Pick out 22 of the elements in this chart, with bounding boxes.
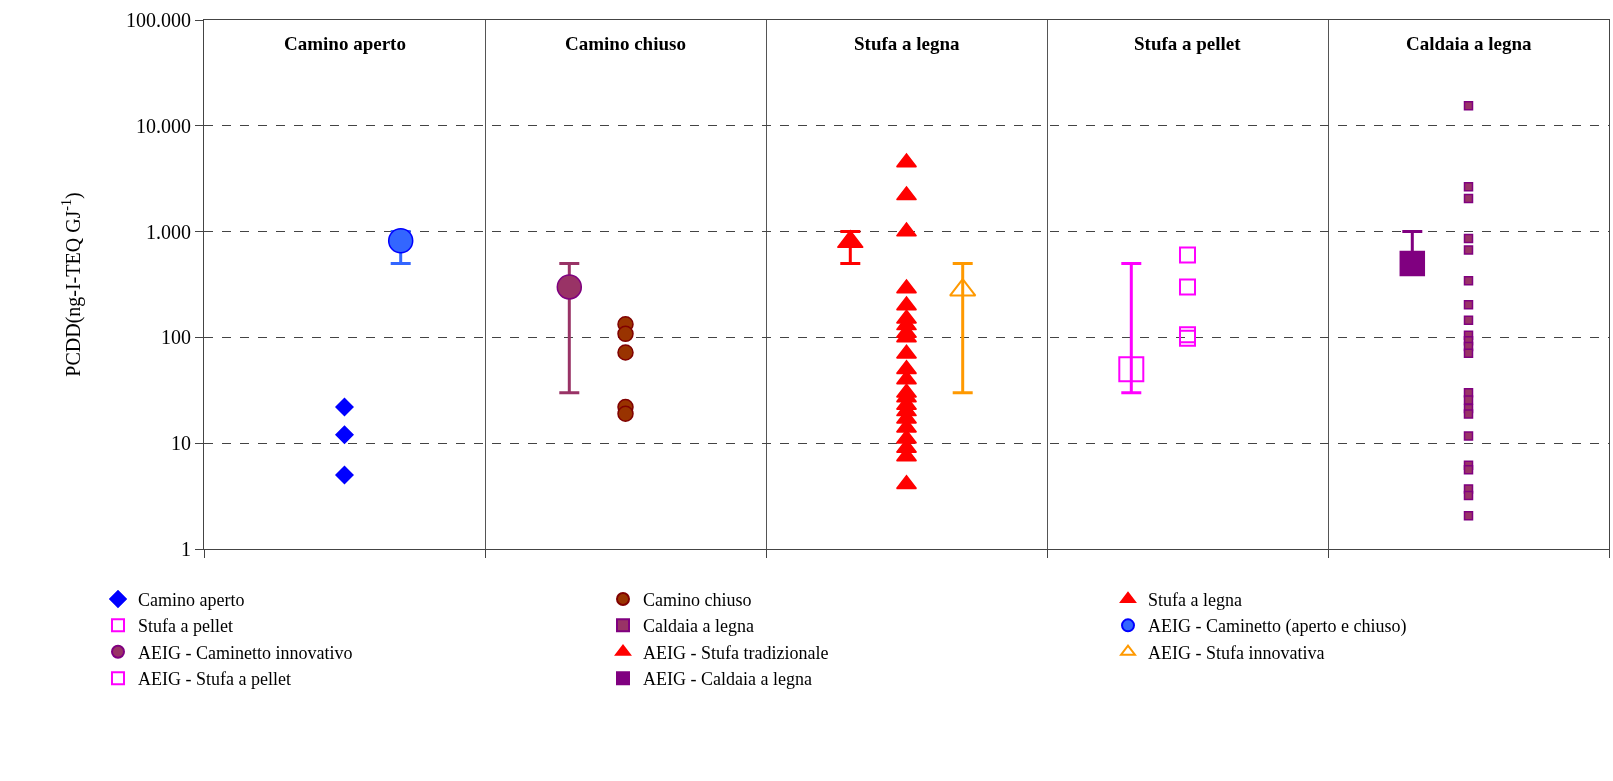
legend-label: Stufa a legna [1148,589,1242,610]
legend-label: AEIG - Caldaia a legna [643,669,812,690]
y-tick-label: 10 [171,432,191,455]
legend-label: Camino chiuso [643,589,752,610]
x-tick-label: Camino aperto [284,33,406,54]
x-tick-label: Camino chiuso [565,33,686,54]
legend-label: AEIG - Caminetto (aperto e chiuso) [1148,616,1407,638]
x-tick-label: Stufa a pellet [1134,33,1242,54]
y-tick-label: 1.000 [146,220,191,243]
y-tick-label: 100.000 [126,9,191,31]
x-tick-label: Caldaia a legna [1406,33,1533,54]
legend-label: AEIG - Stufa tradizionale [643,642,829,663]
x-tick-label: Stufa a legna [854,33,961,54]
legend-label: Camino aperto [138,589,245,610]
y-tick-label: 100 [161,326,191,349]
legend-label: AEIG - Stufa innovativa [1148,642,1325,663]
legend-label: Caldaia a legna [643,616,754,637]
legend-label: AEIG - Caminetto innovativo [138,642,353,663]
y-tick-label: 1 [181,538,191,560]
y-tick-label: 10.000 [136,114,191,137]
legend-label: Stufa a pellet [138,616,233,637]
legend-label: AEIG - Stufa a pellet [138,669,291,690]
